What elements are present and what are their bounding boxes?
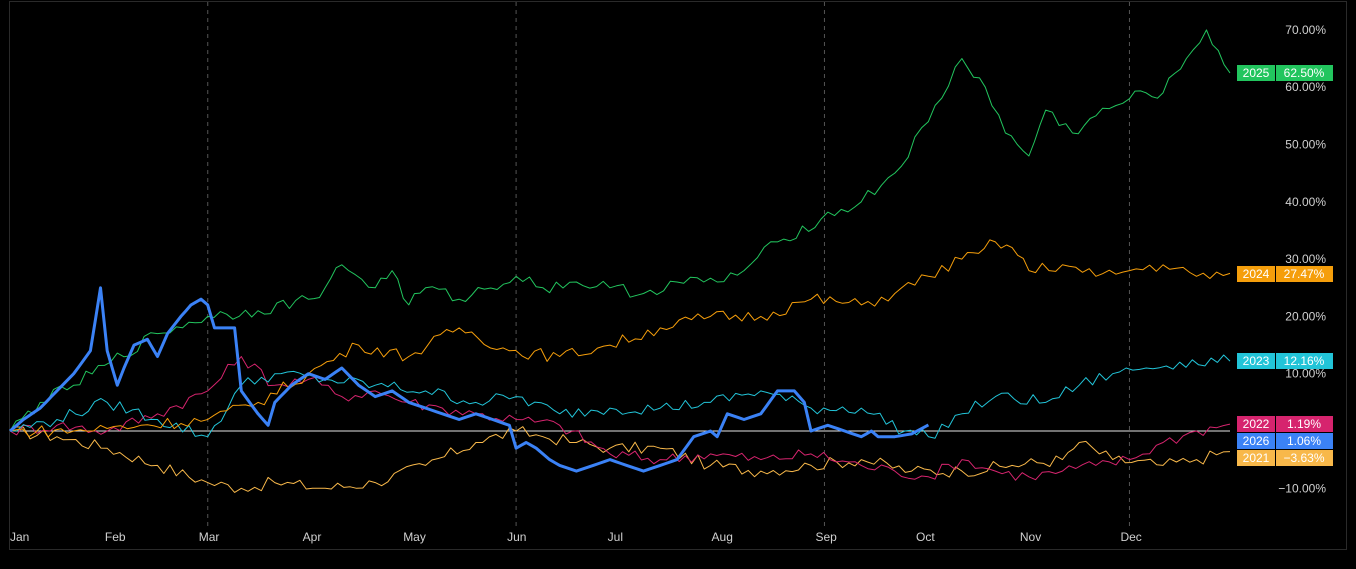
series-line-2026 [9,286,930,473]
tag-value-bg [1276,416,1333,432]
tag-year-bg [1237,416,1275,432]
x-tick-label: Nov [1020,530,1041,544]
tag-year-bg [1237,450,1275,466]
y-tick-label: 10.00% [1285,367,1326,381]
y-tick-label: 60.00% [1285,80,1326,94]
tag-2022: 2022 1.19% [1237,416,1333,432]
x-axis: Jan Feb Mar Apr May Jun Jul Aug Sep Oct Nov Dec [10,530,1142,544]
y-tick-label: 30.00% [1285,252,1326,266]
y-tick-label: −10.00% [1278,481,1326,495]
series-line-2024 [9,239,1231,438]
x-tick-label: Aug [712,530,733,544]
tag-2023: 2023 12.16% [1237,353,1333,369]
x-tick-label: Oct [916,530,935,544]
tag-value-label: 62.50% [1284,66,1325,80]
series-line-2023 [9,354,1231,439]
tag-value-bg [1276,266,1333,282]
x-tick-label: Jun [507,530,526,544]
tag-year-label: 2024 [1243,267,1270,281]
tag-year-label: 2022 [1243,417,1270,431]
tag-value-bg [1276,65,1333,81]
tag-value-label: 1.19% [1287,417,1321,431]
tag-value-label: −3.63% [1283,451,1324,465]
x-tick-label: Apr [303,530,322,544]
tag-year-label: 2025 [1243,66,1270,80]
tag-2021: 2021 −3.63% [1237,450,1333,466]
x-tick-label: Jan [10,530,29,544]
y-tick-label: 20.00% [1285,309,1326,323]
tag-year-bg [1237,65,1275,81]
tag-2025: 2025 62.50% [1237,65,1333,81]
series-line-2022 [9,356,1231,481]
tag-value-bg [1276,450,1333,466]
tag-year-label: 2021 [1243,451,1270,465]
grid-lines [10,2,1230,528]
series-line-2021 [9,426,1231,493]
x-tick-label: Sep [815,530,837,544]
tag-value-label: 1.06% [1287,434,1321,448]
tag-value-bg [1276,353,1333,369]
x-tick-label: May [403,530,426,544]
chart-frame [9,1,1347,550]
tag-year-bg [1237,266,1275,282]
tag-value-bg [1276,433,1333,449]
y-tick-label: 70.00% [1285,23,1326,37]
end-value-tags: 2025 62.50%2024 27.47%2023 12.16%2022 1.19%2… [1237,65,1333,466]
y-tick-label: 50.00% [1285,138,1326,152]
series-line-2025 [9,29,1231,432]
y-tick-label: 40.00% [1285,195,1326,209]
tag-value-label: 27.47% [1284,267,1325,281]
tag-2024: 2024 27.47% [1237,266,1333,282]
tag-year-label: 2026 [1243,434,1270,448]
x-tick-label: Mar [199,530,220,544]
tag-year-label: 2023 [1243,354,1270,368]
tag-year-bg [1237,353,1275,369]
series-layer [9,29,1231,493]
tag-value-label: 12.16% [1284,354,1325,368]
x-tick-label: Feb [105,530,126,544]
x-tick-label: Dec [1120,530,1141,544]
x-tick-label: Jul [608,530,623,544]
tag-year-bg [1237,433,1275,449]
y-axis: 70.00% 60.00% 50.00% 40.00% 30.00% 20.00% 10.0… [1278,23,1326,495]
tag-2026: 2026 1.06% [1237,433,1333,449]
